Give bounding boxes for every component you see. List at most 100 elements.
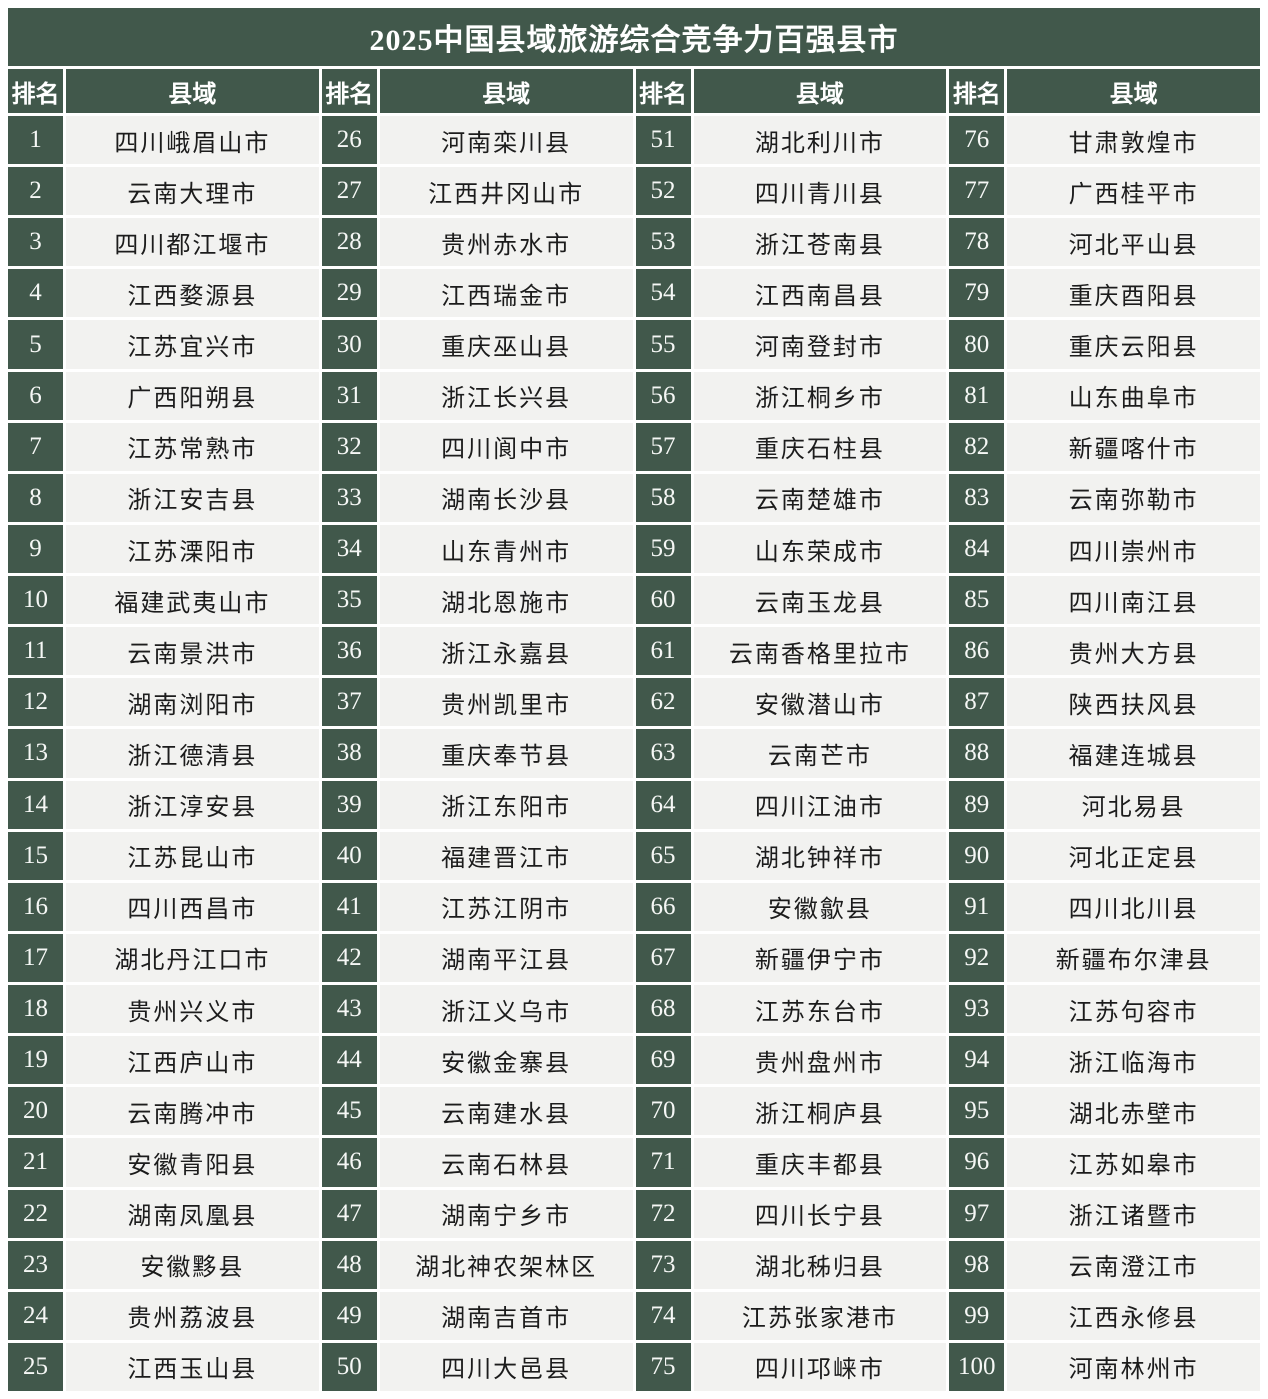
rank-cell: 23 (8, 1240, 63, 1289)
county-cell: 重庆巫山县 (379, 320, 633, 369)
rank-cell: 95 (949, 1087, 1005, 1136)
county-cell: 河南登封市 (693, 320, 947, 369)
rank-cell: 79 (949, 269, 1005, 318)
rank-cell: 92 (949, 933, 1005, 983)
rank-cell: 96 (949, 1138, 1005, 1187)
rank-cell: 19 (8, 1036, 63, 1085)
rank-cell: 83 (949, 473, 1005, 522)
rank-cell: 84 (949, 524, 1005, 574)
rank-cell: 57 (635, 422, 691, 471)
rank-cell: 62 (635, 678, 691, 727)
county-cell: 湖南长沙县 (379, 473, 633, 522)
rank-cell: 89 (949, 780, 1005, 829)
county-cell: 四川江油市 (693, 780, 947, 829)
rank-cell: 99 (949, 1291, 1005, 1340)
county-cell: 安徽青阳县 (66, 1138, 319, 1187)
county-cell: 江苏宜兴市 (66, 320, 319, 369)
county-cell: 浙江桐乡市 (693, 371, 947, 420)
county-cell: 河南栾川县 (379, 116, 633, 165)
county-cell: 湖北钟祥市 (693, 831, 947, 880)
county-cell: 安徽潜山市 (693, 678, 947, 727)
rank-cell: 6 (8, 371, 63, 420)
county-cell: 江苏江阴市 (379, 882, 633, 931)
county-cell: 江西井冈山市 (379, 167, 633, 216)
county-cell: 浙江永嘉县 (379, 627, 633, 676)
county-cell: 湖北恩施市 (379, 576, 633, 625)
rank-cell: 31 (321, 371, 377, 420)
column-header-county: 县域 (1007, 69, 1260, 113)
rank-cell: 86 (949, 627, 1005, 676)
county-cell: 陕西扶风县 (1007, 678, 1260, 727)
county-cell: 江苏张家港市 (693, 1291, 947, 1340)
county-cell: 浙江淳安县 (66, 780, 319, 829)
county-cell: 河北正定县 (1007, 831, 1260, 880)
rank-cell: 28 (321, 218, 377, 267)
rank-cell: 48 (321, 1240, 377, 1289)
column-header-rank: 排名 (321, 69, 377, 113)
county-cell: 湖南浏阳市 (66, 678, 319, 727)
rank-cell: 17 (8, 933, 63, 983)
rank-cell: 18 (8, 985, 63, 1034)
county-cell: 江苏如皋市 (1007, 1138, 1260, 1187)
rank-cell: 90 (949, 831, 1005, 880)
county-cell: 云南楚雄市 (693, 473, 947, 522)
rank-cell: 16 (8, 882, 63, 931)
county-cell: 贵州大方县 (1007, 627, 1260, 676)
county-cell: 江西南昌县 (693, 269, 947, 318)
county-cell: 湖南凤凰县 (66, 1189, 319, 1238)
rank-cell: 29 (321, 269, 377, 318)
rank-cell: 70 (635, 1087, 691, 1136)
rank-cell: 87 (949, 678, 1005, 727)
county-cell: 福建连城县 (1007, 729, 1260, 778)
rank-cell: 53 (635, 218, 691, 267)
county-cell: 云南香格里拉市 (693, 627, 947, 676)
rank-cell: 39 (321, 780, 377, 829)
county-cell: 浙江义乌市 (379, 985, 633, 1034)
rank-cell: 38 (321, 729, 377, 778)
rank-cell: 51 (635, 116, 691, 165)
county-cell: 福建晋江市 (379, 831, 633, 880)
county-cell: 湖北神农架林区 (379, 1240, 633, 1289)
county-cell: 重庆云阳县 (1007, 320, 1260, 369)
county-cell: 江西婺源县 (66, 269, 319, 318)
county-cell: 河北平山县 (1007, 218, 1260, 267)
table-title: 2025中国县域旅游综合竞争力百强县市 (8, 8, 1260, 66)
rank-cell: 56 (635, 371, 691, 420)
county-cell: 四川西昌市 (66, 882, 319, 931)
county-cell: 湖南吉首市 (379, 1291, 633, 1340)
rank-cell: 100 (949, 1342, 1005, 1391)
county-cell: 山东曲阜市 (1007, 371, 1260, 420)
county-cell: 浙江东阳市 (379, 780, 633, 829)
rank-cell: 25 (8, 1342, 63, 1391)
county-cell: 湖北利川市 (693, 116, 947, 165)
rank-cell: 44 (321, 1036, 377, 1085)
rank-cell: 80 (949, 320, 1005, 369)
county-cell: 云南腾冲市 (66, 1087, 319, 1136)
rank-cell: 54 (635, 269, 691, 318)
rank-cell: 85 (949, 576, 1005, 625)
rank-cell: 72 (635, 1189, 691, 1238)
county-cell: 湖南宁乡市 (379, 1189, 633, 1238)
rank-cell: 73 (635, 1240, 691, 1289)
county-cell: 湖北赤壁市 (1007, 1087, 1260, 1136)
rank-cell: 76 (949, 116, 1005, 165)
rank-cell: 52 (635, 167, 691, 216)
county-cell: 浙江德清县 (66, 729, 319, 778)
column-header-rank: 排名 (8, 69, 63, 113)
county-cell: 湖南平江县 (379, 933, 633, 983)
county-cell: 安徽黟县 (66, 1240, 319, 1289)
county-cell: 云南景洪市 (66, 627, 319, 676)
county-cell: 贵州凯里市 (379, 678, 633, 727)
rank-cell: 21 (8, 1138, 63, 1187)
county-cell: 四川都江堰市 (66, 218, 319, 267)
rank-cell: 49 (321, 1291, 377, 1340)
rank-cell: 3 (8, 218, 63, 267)
county-cell: 湖北丹江口市 (66, 933, 319, 983)
rank-cell: 43 (321, 985, 377, 1034)
county-cell: 四川青川县 (693, 167, 947, 216)
rank-cell: 81 (949, 371, 1005, 420)
rank-cell: 50 (321, 1342, 377, 1391)
county-cell: 甘肃敦煌市 (1007, 116, 1260, 165)
county-cell: 云南玉龙县 (693, 576, 947, 625)
rank-cell: 33 (321, 473, 377, 522)
